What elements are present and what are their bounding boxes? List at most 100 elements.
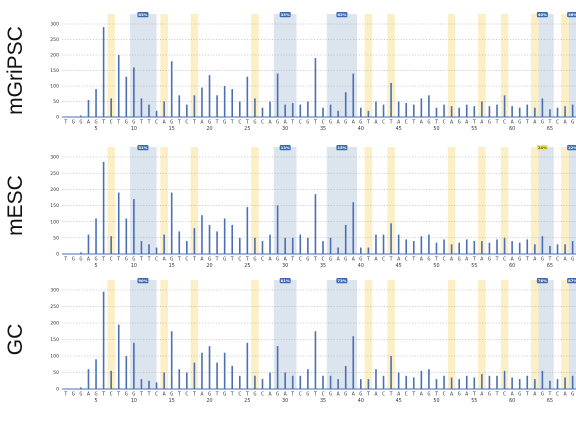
base-letter: G (276, 257, 279, 263)
base-letter: C (321, 392, 324, 398)
base-letter: G (79, 257, 82, 263)
c-position-shade (251, 14, 259, 117)
base-letter: A (465, 257, 469, 263)
base-letter: C (382, 392, 385, 398)
c-position-shade (531, 280, 539, 389)
cpg-site-shade (326, 280, 358, 389)
c-position-shade (478, 147, 486, 254)
base-letter: T (216, 120, 219, 126)
y-tick-label: 200 (50, 321, 59, 327)
x-tick-label: 15 (169, 398, 175, 404)
base-letter: T (178, 392, 181, 398)
c-position-shade (447, 147, 456, 254)
base-letter: G (427, 392, 430, 398)
base-letter: C (442, 257, 445, 263)
base-letter: G (306, 120, 309, 126)
base-letter: T (246, 120, 249, 126)
base-letter: G (488, 120, 491, 126)
x-tick-label: 55 (471, 126, 477, 132)
base-letter: C (238, 392, 241, 398)
base-letter: G (541, 257, 544, 263)
base-letter: T (367, 257, 370, 263)
base-letter: C (185, 257, 188, 263)
base-letter: A (450, 257, 454, 263)
methylation-badge (279, 12, 291, 18)
base-letter: A (480, 120, 484, 126)
base-letter: T (314, 120, 317, 126)
c-position-shade (478, 14, 486, 117)
base-letter: T (526, 120, 529, 126)
methylation-badge (567, 12, 576, 18)
base-letter: C (185, 392, 188, 398)
sample-label: mESC (4, 175, 27, 236)
base-letter: C (110, 392, 113, 398)
base-letter: A (374, 392, 378, 398)
base-letter: G (223, 257, 226, 263)
base-letter: G (344, 257, 347, 263)
methylation-badge-label: 15% (337, 145, 346, 150)
x-tick-label: 35 (320, 398, 326, 404)
base-letter: T (526, 392, 529, 398)
base-letter: G (253, 257, 256, 263)
x-tick-label: 10 (131, 398, 137, 404)
y-tick-label: 150 (50, 68, 59, 74)
base-letter: G (518, 120, 521, 126)
base-letter: T (140, 120, 143, 126)
methylation-badge-label: 73% (337, 278, 346, 283)
base-letter: A (533, 257, 537, 263)
x-tick-label: 45 (396, 398, 402, 404)
base-letter: C (405, 120, 408, 126)
base-letter: T (412, 392, 415, 398)
base-letter: C (155, 257, 158, 263)
y-tick-label: 100 (50, 219, 59, 225)
y-tick-label: 300 (50, 288, 59, 294)
y-tick-label: 300 (50, 22, 59, 28)
c-position-shade (160, 14, 168, 117)
y-tick-label: 50 (53, 235, 59, 241)
c-position-shade (447, 280, 456, 389)
methylation-badge (137, 278, 149, 284)
base-letter: G (253, 392, 256, 398)
methylation-badge-label: 40% (538, 12, 547, 17)
y-tick-label: 50 (53, 370, 59, 376)
c-position-shade (531, 14, 539, 117)
base-letter: G (427, 257, 430, 263)
base-letter: A (200, 257, 204, 263)
x-tick-label: 45 (396, 126, 402, 132)
cpg-site-shade (326, 14, 358, 117)
methylation-badge-label: 36% (568, 12, 576, 17)
base-letter: T (231, 120, 234, 126)
x-tick-label: 5 (95, 126, 98, 132)
base-letter: A (200, 120, 204, 126)
base-letter: A (352, 257, 356, 263)
base-letter: A (284, 257, 288, 263)
base-letter: G (488, 392, 491, 398)
base-letter: C (110, 257, 113, 263)
base-letter: A (352, 392, 356, 398)
x-tick-label: 65 (547, 263, 553, 269)
x-tick-label: 20 (206, 263, 212, 269)
base-letter: A (450, 120, 454, 126)
base-letter: T (314, 257, 317, 263)
c-position-shade (251, 280, 259, 389)
x-tick-label: 40 (358, 263, 364, 269)
base-letter: A (420, 120, 424, 126)
base-letter: A (337, 392, 341, 398)
c-position-shade (478, 280, 486, 389)
base-letter: A (87, 120, 91, 126)
methylation-badge-label: 51% (138, 145, 147, 150)
base-letter: G (79, 392, 82, 398)
base-letter: A (450, 392, 454, 398)
base-letter: T (64, 392, 67, 398)
c-position-shade (107, 280, 115, 389)
base-letter: G (223, 120, 226, 126)
base-letter: C (155, 392, 158, 398)
methylation-badge (336, 278, 348, 284)
base-letter: C (321, 257, 324, 263)
x-tick-label: 50 (433, 126, 439, 132)
base-letter: C (442, 392, 445, 398)
base-letter: C (382, 257, 385, 263)
base-letter: G (518, 257, 521, 263)
y-tick-label: 200 (50, 187, 59, 193)
base-letter: C (503, 120, 506, 126)
